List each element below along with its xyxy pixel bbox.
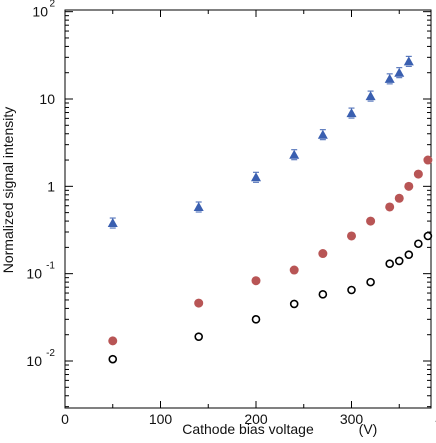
x-axis-unit: (V) (359, 421, 378, 437)
data-point-open-circle (404, 250, 414, 259)
data-point-filled-circle (404, 181, 414, 191)
data-point-filled-circle (413, 169, 423, 179)
data-point-triangle (107, 218, 118, 228)
x-axis-label: Cathode bias voltage (182, 421, 314, 437)
data-point-filled-circle (108, 336, 118, 346)
data-point-triangle (394, 67, 405, 77)
y-tick-label-exponent: 2 (49, 0, 55, 10)
data-point-triangle (384, 73, 395, 83)
data-point-triangle (193, 201, 204, 211)
y-tick-label: 10 (32, 4, 48, 20)
y-tick-label: 10 (26, 266, 42, 282)
data-point-open-circle (394, 256, 404, 266)
data-point-open-circle (385, 259, 395, 269)
data-point-triangle (289, 149, 300, 159)
y-tick-label: 10 (39, 91, 55, 107)
x-tick-label: 100 (149, 411, 173, 427)
data-point-triangle (346, 108, 357, 118)
data-point-triangle (251, 172, 261, 182)
data-markers (107, 55, 433, 364)
data-point-filled-circle (318, 249, 328, 259)
y-tick-label: 1 (47, 178, 55, 194)
data-point-filled-circle (394, 193, 404, 203)
data-point-triangle (365, 91, 376, 101)
data-point-filled-circle (289, 265, 299, 275)
data-point-triangle (403, 56, 414, 66)
y-tick-label-exponent: -2 (46, 348, 55, 359)
data-point-open-circle (194, 332, 203, 341)
data-point-filled-circle (347, 231, 356, 241)
data-point-open-circle (347, 285, 356, 295)
data-point-filled-circle (366, 216, 376, 226)
data-point-triangle (317, 129, 328, 139)
data-point-filled-circle (423, 155, 433, 165)
data-point-open-circle (108, 354, 118, 364)
data-point-filled-circle (251, 276, 261, 286)
data-point-open-circle (318, 290, 328, 299)
x-tick-label: 0 (61, 411, 69, 427)
data-point-open-circle (366, 277, 375, 287)
y-tick-label: 10 (26, 353, 42, 369)
y-axis-label: Normalized signal intensity (0, 107, 16, 274)
x-tick-label: 300 (340, 411, 364, 427)
data-point-open-circle (251, 315, 261, 324)
plot-frame (64, 9, 432, 409)
data-point-filled-circle (194, 298, 204, 308)
data-point-open-circle (414, 239, 423, 249)
data-point-open-circle (423, 231, 433, 241)
data-point-open-circle (289, 299, 299, 309)
y-tick-label-exponent: -1 (46, 261, 55, 272)
data-point-filled-circle (385, 202, 395, 212)
x-tick-label: 200 (244, 411, 268, 427)
